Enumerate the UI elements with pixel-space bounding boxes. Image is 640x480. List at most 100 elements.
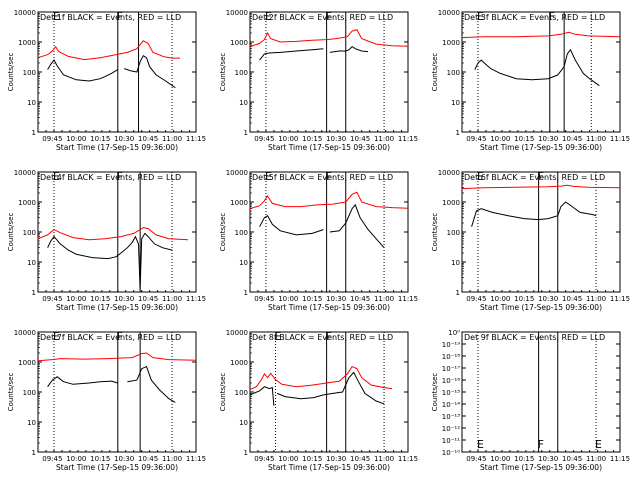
time-marker-label: E <box>53 170 60 183</box>
x-tick-label: 10:00 <box>490 455 510 463</box>
y-tick-label: 10⁻¹² <box>442 425 460 433</box>
y-tick-label: 1000 <box>18 199 36 207</box>
panel-title: Det 3f BLACK = Events, RED = LLD <box>464 13 605 22</box>
x-tick-label: 10:30 <box>538 135 558 143</box>
plot-frame <box>461 11 621 133</box>
y-tick-label: 10 <box>27 99 36 107</box>
y-tick-label: 100 <box>23 229 36 237</box>
x-tick-label: 11:00 <box>586 455 606 463</box>
events-series-line <box>47 54 176 89</box>
x-tick-label: 09:45 <box>466 295 486 303</box>
x-tick-label: 10:15 <box>514 295 534 303</box>
y-tick-label: 1000 <box>18 359 36 367</box>
x-tick-label: 09:45 <box>42 455 62 463</box>
y-axis-title: Counts/sec <box>219 53 227 92</box>
y-tick-label: 10⁻¹⁶ <box>442 377 460 385</box>
y-tick-label: 10⁻¹⁰ <box>442 449 460 457</box>
x-tick-label: 10:15 <box>90 135 110 143</box>
x-axis-title: Start Time (17-Sep-15 09:36:00) <box>480 303 602 312</box>
y-tick-label: 10000 <box>14 9 36 17</box>
y-tick-label: 10 <box>451 99 460 107</box>
x-tick-label: 10:15 <box>302 455 322 463</box>
time-marker-label: F <box>326 330 332 343</box>
y-tick-label: 10⁻¹⁴ <box>442 401 460 409</box>
x-tick-label: 10:45 <box>138 135 158 143</box>
time-marker-label: F <box>117 330 123 343</box>
x-tick-label: 10:45 <box>138 295 158 303</box>
x-tick-label: 11:15 <box>186 135 206 143</box>
y-tick-label: 10 <box>239 419 248 427</box>
y-axis-title: Counts/sec <box>219 373 227 412</box>
time-marker-label: E <box>275 330 282 343</box>
detector-panel-2: Det 2f BLACK = Events, RED = LLD 1 10 100 10… <box>219 9 418 152</box>
time-marker-label: E <box>265 10 272 23</box>
x-axis-title: Start Time (17-Sep-15 09:36:00) <box>56 463 178 472</box>
x-tick-label: 09:45 <box>42 135 62 143</box>
x-tick-label: 10:15 <box>302 135 322 143</box>
time-marker-label: F <box>117 10 123 23</box>
x-tick-label: 10:00 <box>278 455 298 463</box>
detector-panel-4: Det 4f BLACK = Events, RED = LLD 1 10 100 10… <box>7 169 206 312</box>
x-tick-label: 10:15 <box>302 295 322 303</box>
detector-panel-8: Det 8f BLACK = Events, RED = LLD 1 10 100 10… <box>219 329 418 472</box>
y-tick-label: 10 <box>239 99 248 107</box>
time-marker-label: F <box>538 170 544 183</box>
time-marker-label: F <box>538 438 544 451</box>
x-tick-label: 10:00 <box>66 455 86 463</box>
events-series-line <box>259 45 369 61</box>
lld-series-line <box>461 31 621 39</box>
time-marker-label: F <box>326 170 332 183</box>
x-tick-label: 10:45 <box>562 455 582 463</box>
detector-panel-3: Det 3f BLACK = Events, RED = LLD 1 10 100 10… <box>431 9 630 152</box>
y-tick-label: 1000 <box>442 39 460 47</box>
x-tick-label: 10:30 <box>538 295 558 303</box>
y-tick-label: 10⁻¹⁸ <box>442 353 460 361</box>
y-tick-label: 1 <box>32 449 36 457</box>
events-series-line <box>47 365 176 403</box>
x-tick-label: 11:15 <box>610 295 630 303</box>
y-tick-label: 100 <box>235 69 248 77</box>
x-tick-label: 09:45 <box>466 455 486 463</box>
time-marker-label: E <box>477 170 484 183</box>
time-marker-label: E <box>477 438 484 451</box>
x-tick-label: 09:45 <box>254 455 274 463</box>
y-tick-label: 100 <box>235 229 248 237</box>
detector-panel-6: Det 6f BLACK = Events, RED = LLD 1 10 100 10… <box>431 169 630 312</box>
events-series-line <box>474 48 600 87</box>
panel-title: Det 2f BLACK = Events, RED = LLD <box>252 13 393 22</box>
x-tick-label: 10:30 <box>326 295 346 303</box>
x-tick-label: 11:00 <box>374 295 394 303</box>
events-series-line <box>471 201 597 227</box>
panel-title: Det 9f BLACK = Events, RED = LLD <box>464 333 605 342</box>
x-axis-title: Start Time (17-Sep-15 09:36:00) <box>268 303 390 312</box>
y-tick-label: 100 <box>447 229 460 237</box>
y-tick-label: 10 <box>27 259 36 267</box>
y-tick-label: 1 <box>32 129 36 137</box>
detector-panel-5: Det 5f BLACK = Events, RED = LLD 1 10 100 10… <box>219 169 418 312</box>
lld-series-line <box>461 184 621 190</box>
time-marker-label: E <box>477 10 484 23</box>
lld-series-line <box>249 28 409 48</box>
x-tick-label: 09:45 <box>254 135 274 143</box>
y-tick-label: 10⁻¹⁵ <box>442 389 460 397</box>
x-axis-title: Start Time (17-Sep-15 09:36:00) <box>480 463 602 472</box>
y-axis-title: Counts/sec <box>431 373 439 412</box>
y-tick-label: 100 <box>23 69 36 77</box>
x-tick-label: 11:00 <box>374 135 394 143</box>
x-tick-label: 10:45 <box>562 135 582 143</box>
y-axis-title: Counts/sec <box>7 373 15 412</box>
y-tick-label: 1000 <box>442 199 460 207</box>
x-tick-label: 10:45 <box>350 135 370 143</box>
x-tick-label: 10:30 <box>114 295 134 303</box>
y-tick-label: 1 <box>456 129 460 137</box>
x-tick-label: 10:30 <box>538 455 558 463</box>
panel-title: Det 6f BLACK = Events, RED = LLD <box>464 173 605 182</box>
x-tick-label: 11:15 <box>610 455 630 463</box>
y-tick-label: 10000 <box>14 329 36 337</box>
y-tick-label: 10⁻¹⁹ <box>442 341 460 349</box>
y-tick-label: 1000 <box>18 39 36 47</box>
x-tick-label: 09:45 <box>466 135 486 143</box>
x-tick-label: 10:00 <box>278 295 298 303</box>
x-axis-title: Start Time (17-Sep-15 09:36:00) <box>56 303 178 312</box>
y-tick-label: 10⁻¹¹ <box>442 437 460 445</box>
